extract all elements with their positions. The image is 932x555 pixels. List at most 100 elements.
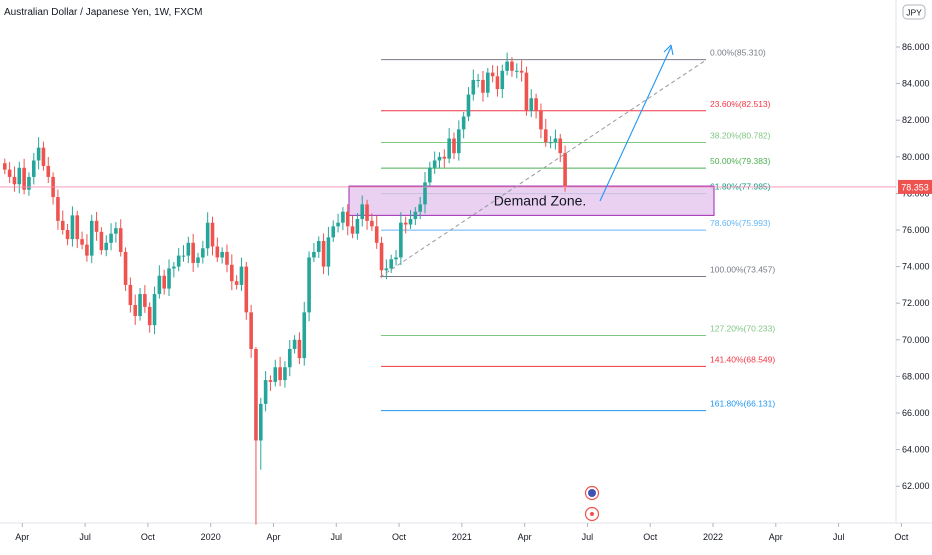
candle-up[interactable] (104, 235, 109, 257)
candle-down[interactable] (12, 166, 17, 192)
candle-down[interactable] (563, 145, 567, 192)
candle-up[interactable] (196, 252, 200, 268)
candle-down[interactable] (321, 233, 326, 275)
candle-down[interactable] (230, 254, 234, 291)
candle-down[interactable] (80, 231, 84, 250)
candle-up[interactable] (138, 288, 142, 321)
candle-down[interactable] (543, 118, 548, 147)
candle-down[interactable] (22, 158, 26, 195)
candle-up[interactable] (273, 359, 278, 387)
currency-badge[interactable]: JPY (902, 4, 926, 20)
candle-up[interactable] (312, 242, 316, 263)
candle-up[interactable] (418, 196, 422, 220)
candle-up[interactable] (283, 361, 287, 388)
candle-down[interactable] (278, 356, 282, 387)
candle-up[interactable] (17, 161, 22, 194)
candle-up[interactable] (553, 129, 558, 150)
candle-down[interactable] (215, 237, 220, 263)
candle-down[interactable] (345, 204, 350, 236)
candle-up[interactable] (89, 214, 94, 264)
candle-down[interactable] (452, 132, 456, 160)
candle-down[interactable] (128, 277, 133, 313)
candle-down[interactable] (490, 65, 495, 83)
candle-up[interactable] (292, 335, 297, 354)
candle-down[interactable] (249, 304, 253, 358)
candle-up[interactable] (529, 89, 534, 118)
candle-down[interactable] (143, 285, 147, 313)
candle-up[interactable] (437, 152, 442, 168)
candle-up[interactable] (432, 151, 437, 174)
candle-up[interactable] (258, 397, 263, 470)
candle-up[interactable] (461, 111, 466, 139)
candle-up[interactable] (336, 213, 340, 233)
candle-down[interactable] (118, 219, 123, 257)
candle-down[interactable] (60, 210, 65, 235)
candle-down[interactable] (162, 269, 166, 295)
candle-up[interactable] (408, 210, 413, 230)
candle-down[interactable] (403, 216, 408, 234)
candle-down[interactable] (7, 162, 12, 183)
candle-up[interactable] (423, 171, 427, 214)
candle-up[interactable] (172, 262, 176, 278)
candle-down[interactable] (225, 244, 229, 273)
candle-down[interactable] (234, 275, 239, 290)
demand-zone-rect[interactable] (348, 185, 715, 216)
candle-down[interactable] (191, 233, 195, 272)
candle-up[interactable] (109, 223, 113, 251)
candle-up[interactable] (428, 161, 432, 187)
candle-down[interactable] (519, 60, 524, 82)
candle-up[interactable] (167, 259, 171, 297)
candle-up[interactable] (152, 286, 157, 335)
candle-up[interactable] (331, 220, 336, 242)
candle-down[interactable] (41, 141, 46, 171)
candle-up[interactable] (457, 120, 461, 161)
candle-up[interactable] (500, 64, 505, 99)
candle-up[interactable] (360, 195, 365, 227)
candle-down[interactable] (75, 210, 80, 249)
candle-up[interactable] (36, 137, 41, 170)
candle-down[interactable] (133, 294, 138, 325)
candle-down[interactable] (524, 66, 529, 116)
candle-up[interactable] (31, 152, 36, 185)
candle-down[interactable] (85, 234, 89, 262)
candle-up[interactable] (239, 257, 244, 291)
candle-up[interactable] (70, 206, 75, 247)
candle-down[interactable] (147, 302, 152, 333)
candle-down[interactable] (481, 70, 485, 102)
candle-up[interactable] (341, 207, 345, 231)
candle-down[interactable] (56, 189, 60, 230)
candle-down[interactable] (379, 236, 384, 278)
candle-up[interactable] (302, 301, 307, 366)
candle-down[interactable] (65, 223, 70, 246)
forecast-arrow-line[interactable] (599, 46, 672, 202)
candle-up[interactable] (27, 172, 31, 196)
trend-line-dashed[interactable] (379, 59, 707, 278)
candle-up[interactable] (476, 73, 480, 88)
candle-up[interactable] (471, 69, 476, 101)
candle-down[interactable] (297, 332, 302, 365)
candle-up[interactable] (176, 248, 181, 272)
candle-down[interactable] (99, 227, 104, 255)
candle-down[interactable] (350, 215, 355, 239)
candle-up[interactable] (181, 245, 186, 262)
candle-down[interactable] (268, 375, 273, 391)
candle-up[interactable] (389, 254, 393, 274)
candle-up[interactable] (157, 265, 162, 299)
candle-down[interactable] (558, 133, 563, 163)
candle-down[interactable] (46, 156, 51, 183)
candle-up[interactable] (220, 247, 224, 264)
candle-down[interactable] (254, 347, 258, 525)
candle-down[interactable] (123, 247, 128, 291)
candle-up[interactable] (486, 68, 490, 98)
current-price-badge[interactable]: 78.353 (898, 179, 932, 194)
candle-down[interactable] (3, 158, 7, 175)
candle-down[interactable] (495, 65, 500, 97)
candle-up[interactable] (399, 212, 403, 265)
candle-up[interactable] (466, 87, 471, 122)
candle-up[interactable] (287, 339, 292, 377)
candle-up[interactable] (316, 236, 321, 258)
candle-up[interactable] (505, 52, 509, 76)
candle-up[interactable] (263, 371, 268, 412)
candle-up[interactable] (326, 226, 331, 276)
